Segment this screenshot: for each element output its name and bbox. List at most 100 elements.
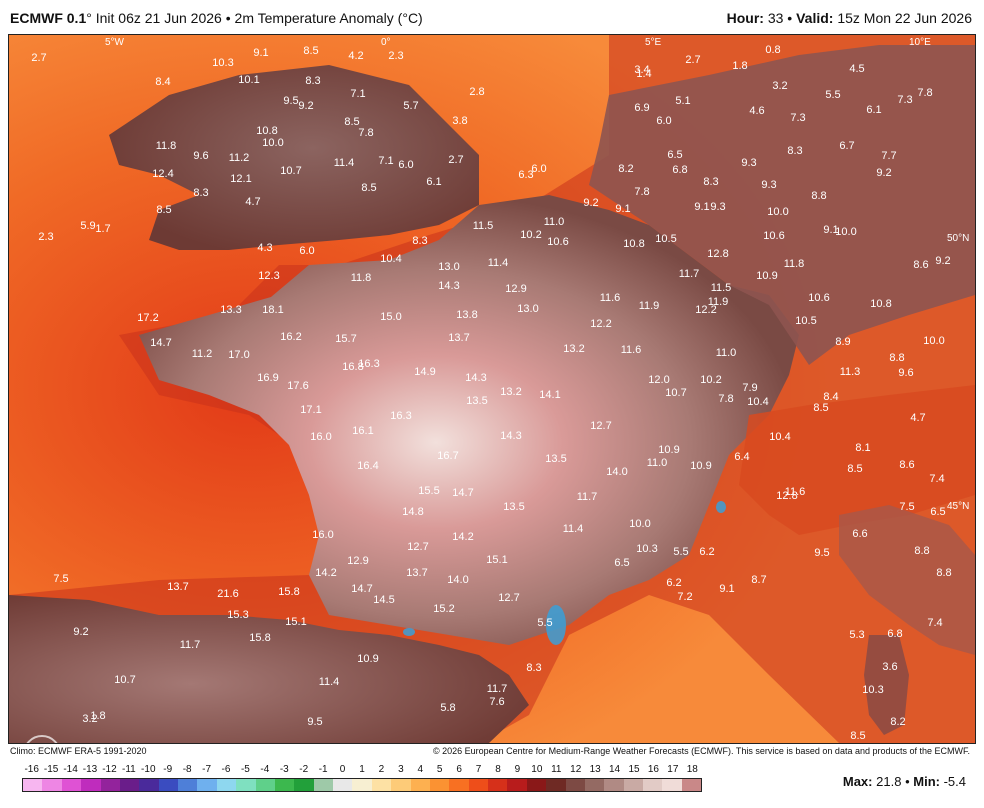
colorbar-swatch xyxy=(488,779,508,791)
anomaly-value-label: 10.8 xyxy=(623,238,644,250)
header-bar: ECMWF 0.1° Init 06z 21 Jun 2026 • 2m Tem… xyxy=(0,0,984,34)
anomaly-value-label: 8.2 xyxy=(890,716,905,728)
anomaly-value-label: 7.5 xyxy=(53,573,68,585)
anomaly-value-label: 8.8 xyxy=(811,190,826,202)
anomaly-value-label: 8.8 xyxy=(936,567,951,579)
anomaly-value-label: 7.3 xyxy=(897,94,912,106)
anomaly-value-label: 12.4 xyxy=(152,168,173,180)
anomaly-value-label: 7.4 xyxy=(927,617,942,629)
anomaly-value-label: 5.7 xyxy=(403,100,418,112)
colorbar-swatch xyxy=(565,779,585,791)
anomaly-value-label: 13.8 xyxy=(456,309,477,321)
colorbar-swatch xyxy=(623,779,643,791)
anomaly-value-label: 9.1 xyxy=(694,201,709,213)
anomaly-value-label: 11.4 xyxy=(319,676,340,688)
anomaly-value-label: 13.0 xyxy=(517,303,538,315)
anomaly-value-label: 3.2 xyxy=(82,713,97,725)
anomaly-value-label: 10.7 xyxy=(665,387,686,399)
anomaly-value-label: 12.7 xyxy=(498,592,519,604)
anomaly-value-label: 14.0 xyxy=(606,466,627,478)
anomaly-value-label: 14.1 xyxy=(539,389,560,401)
anomaly-value-label: 10.7 xyxy=(280,165,301,177)
colorbar-swatch xyxy=(158,779,178,791)
anomaly-value-label: 14.3 xyxy=(465,372,486,384)
anomaly-value-label: 6.8 xyxy=(887,628,902,640)
colorbar-tick: -12 xyxy=(102,764,117,775)
anomaly-value-label: 6.5 xyxy=(667,149,682,161)
anomaly-value-label: 8.9 xyxy=(835,336,850,348)
anomaly-value-label: 8.7 xyxy=(751,574,766,586)
colorbar-swatch xyxy=(662,779,682,791)
hour-label: Hour: xyxy=(726,10,764,26)
colorbar-tick: 14 xyxy=(609,764,621,775)
anomaly-value-label: 18.1 xyxy=(262,304,283,316)
anomaly-value-label: 7.1 xyxy=(378,155,393,167)
colorbar-swatch xyxy=(294,779,314,791)
anomaly-value-label: 7.3 xyxy=(790,112,805,124)
anomaly-value-label: 9.2 xyxy=(298,100,313,112)
anomaly-value-label: 9.5 xyxy=(307,716,322,728)
anomaly-value-label: 13.7 xyxy=(448,332,469,344)
anomaly-value-label: 2.8 xyxy=(469,86,484,98)
anomaly-value-label: 15.8 xyxy=(278,586,299,598)
anomaly-value-label: 9.3 xyxy=(741,157,756,169)
anomaly-value-label: 9.1 xyxy=(615,203,630,215)
anomaly-value-label: 4.2 xyxy=(348,50,363,62)
anomaly-value-label: 2.7 xyxy=(448,154,463,166)
colorbar-tick: 10 xyxy=(531,764,543,775)
anomaly-value-label: 15.0 xyxy=(380,311,401,323)
colorbar-swatch xyxy=(352,779,372,791)
anomaly-value-label: 5.3 xyxy=(849,629,864,641)
anomaly-value-label: 11.6 xyxy=(785,486,806,498)
anomaly-value-label: 10.3 xyxy=(212,57,233,69)
anomaly-value-label: 6.8 xyxy=(672,164,687,176)
hour-value: 33 xyxy=(767,10,784,26)
colorbar-tick: -9 xyxy=(163,764,173,775)
colorbar-tick: 1 xyxy=(359,764,365,775)
anomaly-value-label: 10.4 xyxy=(769,431,790,443)
anomaly-value-label: 11.4 xyxy=(488,257,509,269)
anomaly-value-label: 10.8 xyxy=(870,298,891,310)
anomaly-value-label: 6.0 xyxy=(398,159,413,171)
colorbar-swatch xyxy=(584,779,605,791)
colorbar-tick: 11 xyxy=(551,764,562,775)
anomaly-value-label: 3.6 xyxy=(882,661,897,673)
anomaly-value-label: 16.1 xyxy=(352,425,373,437)
colorbar-swatch xyxy=(216,779,237,791)
colorbar-swatch xyxy=(23,779,43,791)
anomaly-value-label: 15.5 xyxy=(418,485,439,497)
anomaly-value-label: 9.3 xyxy=(761,179,776,191)
anomaly-value-label: 13.2 xyxy=(563,343,584,355)
anomaly-value-label: 5.8 xyxy=(440,702,455,714)
anomaly-value-label: 10.3 xyxy=(636,543,657,555)
anomaly-value-label: 12.8 xyxy=(776,490,797,502)
anomaly-value-label: 10.9 xyxy=(357,653,378,665)
corsica-sardinia xyxy=(864,635,909,735)
anomaly-value-label: 16.3 xyxy=(358,358,379,370)
anomaly-value-label: 17.1 xyxy=(300,404,321,416)
anomaly-value-label: 16.0 xyxy=(310,431,331,443)
anomaly-value-label: 11.2 xyxy=(192,348,213,360)
anomaly-value-labels: 2.7 10.39.1 8.5 4.2 2.38.4 10.1 8.37.1 2.89.5 9.… xyxy=(31,44,951,742)
anomaly-value-label: 10.2 xyxy=(700,374,721,386)
colorbar-swatch xyxy=(255,779,275,791)
anomaly-value-label: 2.7 xyxy=(31,52,46,64)
anomaly-value-label: 11.9 xyxy=(708,296,729,308)
colorbar-swatch xyxy=(643,779,663,791)
colorbar-tick: -15 xyxy=(43,764,59,775)
anomaly-value-label: 14.2 xyxy=(452,531,473,543)
anomaly-value-label: 2.7 xyxy=(685,54,700,66)
cool-spot-marker-2 xyxy=(403,628,415,636)
anomaly-value-label: 9.2 xyxy=(935,255,950,267)
climo-credit: Climo: ECMWF ERA-5 1991-2020 xyxy=(10,746,147,756)
anomaly-value-label: 6.0 xyxy=(656,115,671,127)
anomaly-value-label: 6.1 xyxy=(426,176,441,188)
anomaly-value-label: 12.9 xyxy=(505,283,526,295)
colorbar-tick: 9 xyxy=(514,764,521,775)
anomaly-value-label: 6.9 xyxy=(634,102,649,114)
max-value: 21.8 xyxy=(876,774,902,789)
anomaly-value-label: 10.5 xyxy=(795,315,816,327)
colorbar-tick: -11 xyxy=(121,764,136,775)
alps-region xyxy=(739,385,975,535)
anomaly-value-label: 16.0 xyxy=(312,529,333,541)
